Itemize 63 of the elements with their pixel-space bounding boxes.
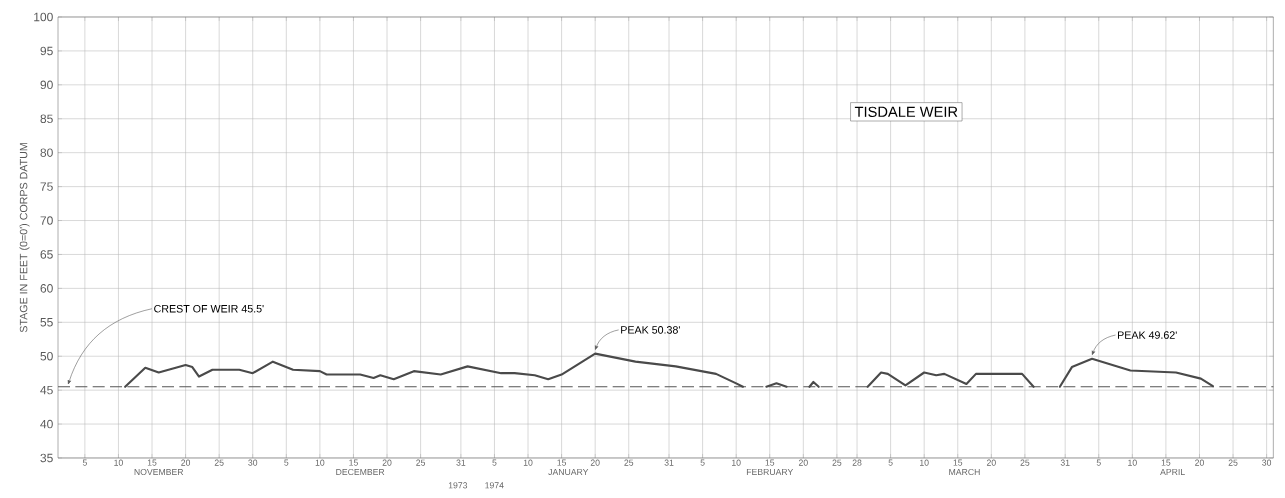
x-tick-label: 15	[349, 459, 358, 466]
y-tick-label: 60	[40, 284, 53, 293]
y-tick-label: 65	[40, 250, 53, 259]
y-tick-label: 70	[40, 216, 53, 225]
x2-tick-label: NOVEMBER	[134, 468, 184, 476]
y-tick-label: 45	[40, 385, 53, 395]
y-tick-label: 40	[40, 419, 53, 429]
y-tick-label: 100	[34, 12, 53, 22]
y-tick-label: 35	[40, 453, 53, 463]
x2-tick-label: DECEMBER	[336, 468, 385, 476]
text: 1974	[485, 482, 504, 489]
x-tick-label: 10	[523, 459, 533, 466]
x-tick-label: 20	[181, 459, 191, 466]
annotation: PEAK 50.38'	[621, 326, 680, 334]
x-tick-label: 25	[1020, 459, 1030, 466]
x-tick-label: 20	[798, 459, 808, 466]
x2-tick-label: MARCH	[949, 468, 980, 476]
x-tick-label: 20	[986, 459, 996, 466]
y-axis-title: STAGE IN FEET (0=0') CORPS DATUM	[19, 143, 30, 333]
x-tick-label: 5	[700, 459, 705, 466]
x-tick-label: 10	[732, 459, 741, 466]
x-tick-label: 10	[114, 459, 123, 466]
y-tick-label: 50	[40, 351, 53, 361]
y-tick-label: 90	[40, 80, 53, 90]
x2-tick-label: JANUARY	[548, 468, 589, 475]
x-tick-label: 5	[82, 459, 87, 466]
y-tick-label: 55	[40, 318, 53, 327]
x2-tick-label: FEBRUARY	[746, 468, 794, 475]
x2-tick-label: APRIL	[1160, 468, 1185, 475]
x-tick-label: 20	[382, 459, 392, 466]
x-tick-label: 5	[888, 459, 893, 466]
annotation: PEAK 49.62'	[1118, 331, 1177, 339]
x-tick-label: 28	[852, 459, 862, 466]
x-tick-label: 30	[1262, 459, 1272, 466]
x-tick-label: 10	[920, 459, 929, 466]
x-tick-label: 31	[1060, 459, 1070, 466]
x-tick-label: 31	[664, 459, 674, 466]
y-tick-label: 80	[40, 148, 53, 157]
ref-line-label: CREST OF WEIR 45.5'	[154, 304, 264, 313]
y-tick-label: 75	[40, 182, 53, 191]
x-tick-label: 15	[1161, 459, 1171, 466]
x-tick-label: 15	[147, 459, 157, 466]
x-tick-label: 25	[1228, 459, 1238, 466]
x-tick-label: 25	[214, 459, 224, 466]
x-tick-label: 5	[284, 459, 289, 466]
x-tick-label: 25	[832, 459, 842, 466]
x-tick-label: 20	[590, 459, 600, 466]
x-tick-label: 5	[492, 459, 497, 466]
x-tick-label: 25	[416, 459, 426, 466]
x-tick-label: 31	[456, 459, 466, 466]
x-tick-label: 5	[1096, 459, 1101, 466]
x-tick-label: 25	[624, 459, 634, 466]
x-tick-label: 30	[248, 459, 258, 466]
x-tick-label: 15	[953, 459, 963, 466]
x-tick-label: 15	[557, 459, 567, 466]
x-tick-label: 20	[1195, 459, 1204, 466]
x-tick-label: 10	[315, 459, 325, 466]
text: 1973	[448, 482, 468, 489]
y-tick-label: 95	[40, 46, 53, 56]
x-tick-label: 10	[1128, 459, 1137, 466]
x-tick-label: 15	[765, 459, 775, 466]
text: TISDALE WEIR	[854, 106, 958, 117]
y-tick-label: 85	[40, 114, 53, 124]
